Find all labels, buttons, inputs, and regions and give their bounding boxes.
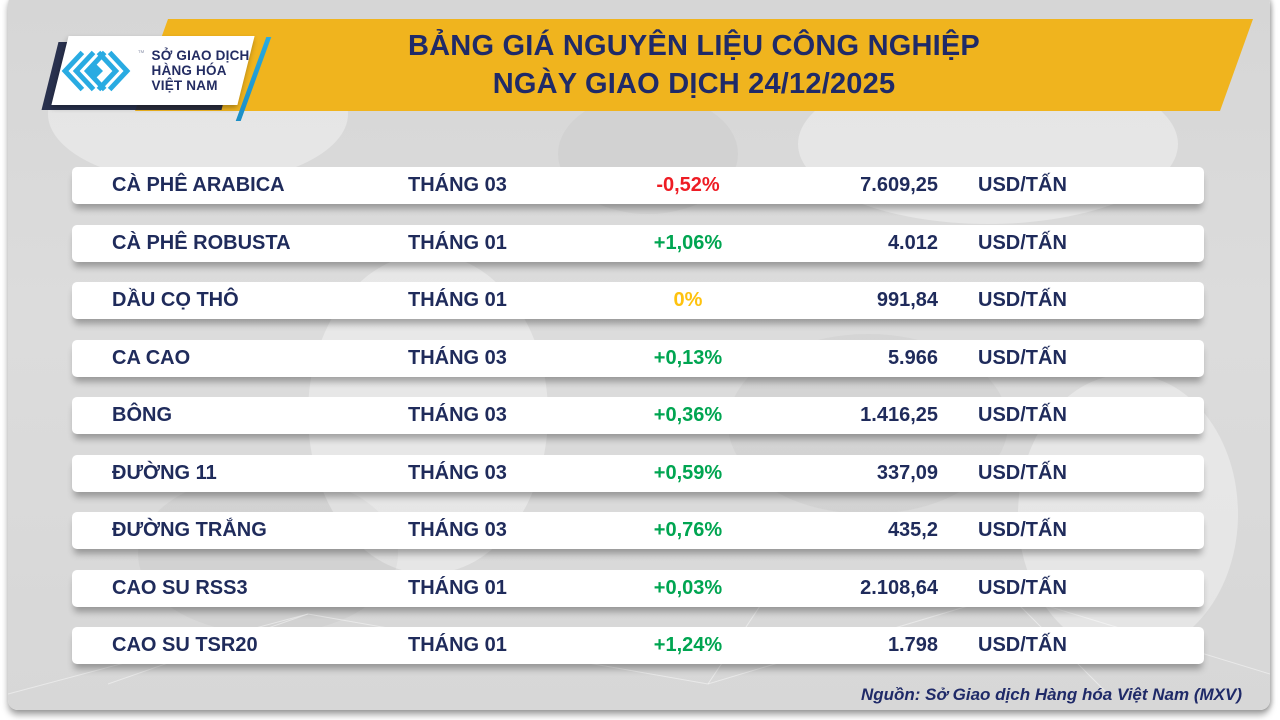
trademark-symbol: ™ bbox=[137, 50, 145, 57]
price-unit: USD/TẤN bbox=[978, 404, 1067, 426]
change-value: -0,52% bbox=[656, 174, 720, 196]
price-table: CÀ PHÊ ARABICA THÁNG 03 -0,52% 7.609,25 … bbox=[72, 167, 1204, 664]
price-value: 1.416,25 bbox=[860, 404, 938, 426]
change-value: +1,24% bbox=[653, 634, 723, 656]
table-row: CÀ PHÊ ROBUSTA THÁNG 01 +1,06% 4.012 USD… bbox=[72, 224, 1204, 262]
change-value: +0,76% bbox=[653, 519, 723, 541]
commodity-name: CÀ PHÊ ARABICA bbox=[112, 174, 285, 196]
commodity-name: CAO SU TSR20 bbox=[112, 634, 258, 656]
title-banner: BẢNG GIÁ NGUYÊN LIỆU CÔNG NGHIỆP NGÀY GI… bbox=[135, 19, 1253, 111]
price-value: 5.966 bbox=[887, 346, 938, 369]
mxv-logo: ™ SỞ GIAO DỊCH HÀNG HÓA VIỆT NAM bbox=[51, 36, 255, 105]
price-value: 991,84 bbox=[876, 289, 938, 311]
table-row: CAO SU RSS3 THÁNG 01 +0,03% 2.108,64 USD… bbox=[72, 569, 1204, 607]
price-value: 2.108,64 bbox=[860, 576, 938, 599]
contract-month: THÁNG 03 bbox=[408, 346, 507, 369]
price-value: 1.798 bbox=[887, 634, 938, 656]
table-row: CÀ PHÊ ARABICA THÁNG 03 -0,52% 7.609,25 … bbox=[72, 167, 1204, 204]
contract-month: THÁNG 03 bbox=[408, 519, 507, 541]
page-title-line1: BẢNG GIÁ NGUYÊN LIỆU CÔNG NGHIỆP bbox=[408, 30, 980, 62]
contract-month: THÁNG 03 bbox=[408, 404, 507, 426]
table-row: ĐƯỜNG TRẮNG THÁNG 03 +0,76% 435,2 USD/TẤ… bbox=[72, 512, 1204, 549]
logo-text-line3: VIỆT NAM bbox=[151, 78, 218, 93]
logo-text-line2: HÀNG HÓA bbox=[151, 63, 227, 78]
commodity-name: ĐƯỜNG 11 bbox=[112, 461, 217, 484]
table-row: CAO SU TSR20 THÁNG 01 +1,24% 1.798 USD/T… bbox=[72, 627, 1204, 664]
commodity-name: CÀ PHÊ ROBUSTA bbox=[112, 231, 291, 254]
contract-month: THÁNG 01 bbox=[408, 289, 507, 311]
page-title-line2: NGÀY GIAO DỊCH 24/12/2025 bbox=[492, 68, 896, 100]
commodity-name: BÔNG bbox=[112, 404, 172, 426]
contract-month: THÁNG 01 bbox=[408, 576, 507, 599]
change-value: +0,59% bbox=[653, 461, 723, 484]
table-row: CA CAO THÁNG 03 +0,13% 5.966 USD/TẤN bbox=[72, 339, 1204, 377]
price-unit: USD/TẤN bbox=[978, 346, 1067, 369]
price-unit: USD/TẤN bbox=[978, 289, 1067, 311]
contract-month: THÁNG 01 bbox=[408, 231, 507, 254]
logo-wordmark: SỞ GIAO DỊCH HÀNG HÓA VIỆT NAM bbox=[152, 48, 250, 93]
change-value: +0,13% bbox=[653, 346, 723, 369]
table-row: BÔNG THÁNG 03 +0,36% 1.416,25 USD/TẤN bbox=[72, 397, 1204, 434]
price-unit: USD/TẤN bbox=[978, 461, 1067, 484]
price-value: 4.012 bbox=[887, 231, 938, 254]
price-unit: USD/TẤN bbox=[978, 519, 1067, 541]
table-row: ĐƯỜNG 11 THÁNG 03 +0,59% 337,09 USD/TẤN bbox=[72, 454, 1204, 492]
price-unit: USD/TẤN bbox=[978, 576, 1067, 599]
price-value: 337,09 bbox=[876, 461, 938, 484]
table-row: DẦU CỌ THÔ THÁNG 01 0% 991,84 USD/TẤN bbox=[72, 282, 1204, 319]
commodity-name: CA CAO bbox=[112, 346, 191, 369]
contract-month: THÁNG 03 bbox=[408, 174, 507, 196]
contract-month: THÁNG 03 bbox=[408, 461, 507, 484]
price-unit: USD/TẤN bbox=[978, 231, 1067, 254]
source-credit: Nguồn: Sở Giao dịch Hàng hóa Việt Nam (M… bbox=[860, 685, 1242, 704]
commodity-name: ĐƯỜNG TRẮNG bbox=[112, 519, 267, 541]
change-value: +0,03% bbox=[653, 576, 723, 599]
commodity-name: DẦU CỌ THÔ bbox=[112, 289, 239, 311]
price-value: 7.609,25 bbox=[860, 174, 938, 196]
logo-text-line1: SỞ GIAO DỊCH bbox=[151, 48, 250, 63]
background-panel: BẢNG GIÁ NGUYÊN LIỆU CÔNG NGHIỆP NGÀY GI… bbox=[8, 0, 1270, 710]
contract-month: THÁNG 01 bbox=[408, 634, 507, 656]
change-value: +1,06% bbox=[653, 231, 723, 254]
price-unit: USD/TẤN bbox=[978, 174, 1067, 196]
change-value: 0% bbox=[673, 289, 703, 311]
mxv-chevron-logo-icon bbox=[61, 50, 130, 91]
change-value: +0,36% bbox=[653, 404, 723, 426]
price-value: 435,2 bbox=[887, 519, 938, 541]
commodity-name: CAO SU RSS3 bbox=[112, 576, 248, 599]
price-unit: USD/TẤN bbox=[978, 634, 1067, 656]
